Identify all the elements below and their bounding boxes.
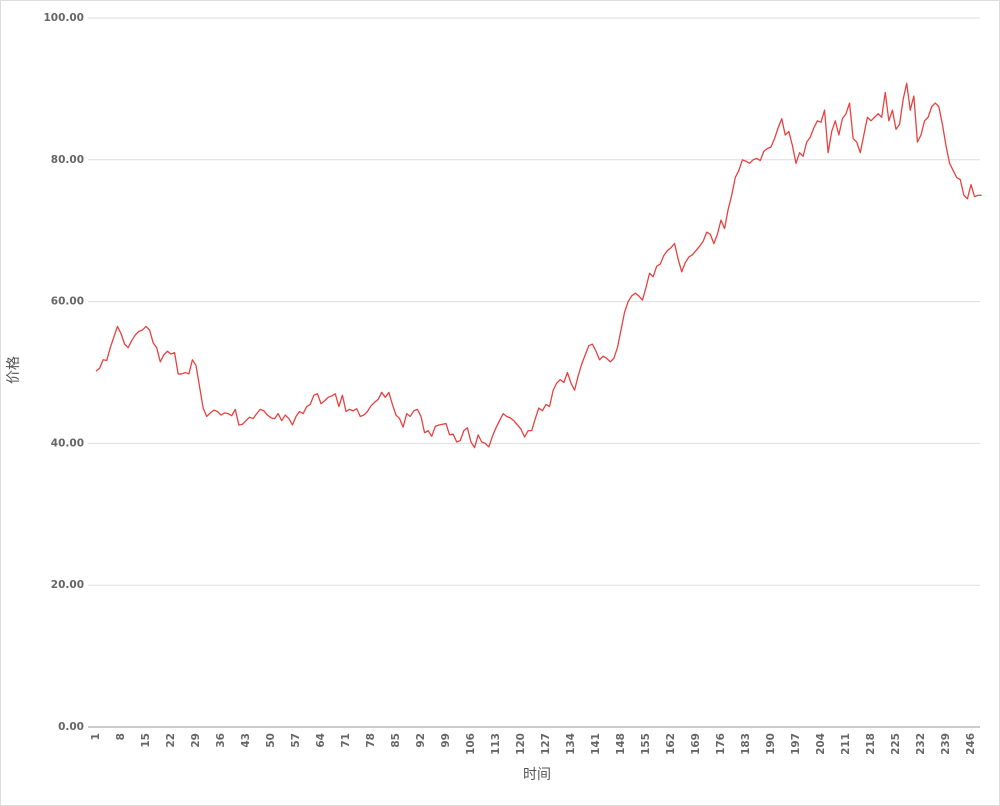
x-tick-label: 64: [315, 733, 327, 748]
x-tick-label: 211: [840, 733, 852, 755]
x-tick-label: 43: [240, 733, 252, 748]
x-tick-label: 78: [365, 733, 377, 748]
x-tick-label: 29: [190, 733, 202, 748]
x-tick-label: 183: [740, 733, 752, 755]
x-tick-label: 232: [915, 733, 927, 755]
y-tick-label: 100.00: [43, 12, 84, 24]
x-tick-label: 225: [890, 733, 902, 755]
x-tick-label: 71: [340, 733, 352, 748]
x-tick-label: 50: [265, 733, 277, 748]
x-tick-label: 155: [640, 733, 652, 755]
y-tick-label: 60.00: [51, 296, 84, 308]
x-tick-label: 106: [465, 733, 477, 755]
x-tick-label: 99: [440, 733, 452, 748]
x-tick-label: 134: [565, 733, 577, 755]
x-tick-label: 8: [115, 733, 127, 740]
x-tick-label: 246: [965, 733, 977, 755]
x-tick-label: 197: [790, 733, 802, 755]
y-tick-label: 0.00: [58, 721, 84, 733]
x-tick-label: 218: [865, 733, 877, 755]
x-tick-label: 239: [940, 733, 952, 755]
x-tick-label: 85: [390, 733, 402, 748]
x-tick-label: 113: [490, 733, 502, 755]
x-tick-label: 22: [165, 733, 177, 748]
x-tick-label: 169: [690, 733, 702, 755]
x-tick-label: 36: [215, 733, 227, 748]
x-tick-label: 162: [665, 733, 677, 755]
x-tick-label: 190: [765, 733, 777, 755]
x-axis-title: 时间: [523, 767, 551, 783]
y-axis-title: 价格: [6, 356, 22, 384]
x-tick-label: 15: [140, 733, 152, 748]
y-tick-label: 80.00: [51, 154, 84, 166]
x-tick-label: 92: [415, 733, 427, 748]
x-tick-label: 1: [90, 733, 102, 740]
x-tick-label: 141: [590, 733, 602, 755]
x-tick-label: 120: [515, 733, 527, 755]
x-tick-label: 176: [715, 733, 727, 755]
y-tick-label: 40.00: [51, 437, 84, 449]
x-tick-label: 148: [615, 733, 627, 755]
line-series: [95, 82, 982, 449]
x-tick-label: 57: [290, 733, 302, 748]
y-tick-label: 20.00: [51, 579, 84, 591]
x-tick-label: 127: [540, 733, 552, 755]
x-tick-label: 204: [815, 733, 827, 755]
